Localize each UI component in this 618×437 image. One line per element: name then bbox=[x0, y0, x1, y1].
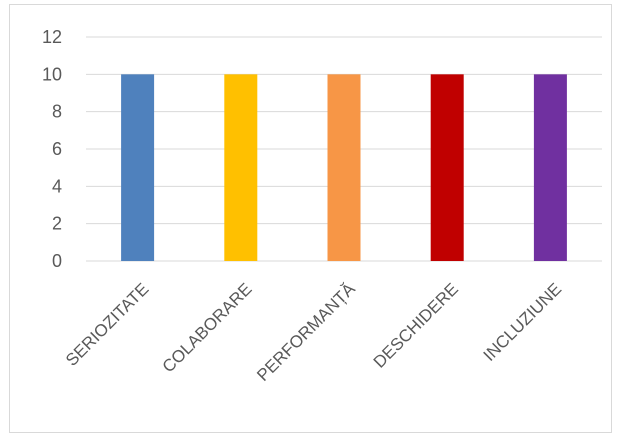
y-tick-label: 4 bbox=[52, 176, 62, 196]
chart-frame bbox=[9, 4, 612, 433]
x-tick-label: DESCHIDERE bbox=[370, 279, 462, 371]
x-tick-label: INCLUZIUNE bbox=[480, 279, 566, 365]
bar-incluziune bbox=[533, 74, 567, 261]
x-tick-label: COLABORARE bbox=[159, 279, 256, 376]
x-tick-label: SERIOZITATE bbox=[62, 279, 152, 369]
bar-colaborare bbox=[224, 74, 258, 261]
y-tick-label: 12 bbox=[42, 27, 62, 47]
bar-deschidere bbox=[430, 74, 464, 261]
y-axis-ticks: 0 2 4 6 8 10 12 bbox=[42, 27, 62, 271]
y-tick-label: 10 bbox=[42, 64, 62, 84]
y-tick-label: 8 bbox=[52, 102, 62, 122]
y-tick-label: 0 bbox=[52, 251, 62, 271]
x-tick-label: PERFORMANȚĂ bbox=[253, 279, 359, 385]
bars bbox=[121, 74, 567, 261]
y-tick-label: 2 bbox=[52, 214, 62, 234]
y-tick-label: 6 bbox=[52, 139, 62, 159]
bar-seriozitate bbox=[121, 74, 155, 261]
bar-performanță bbox=[327, 74, 361, 261]
